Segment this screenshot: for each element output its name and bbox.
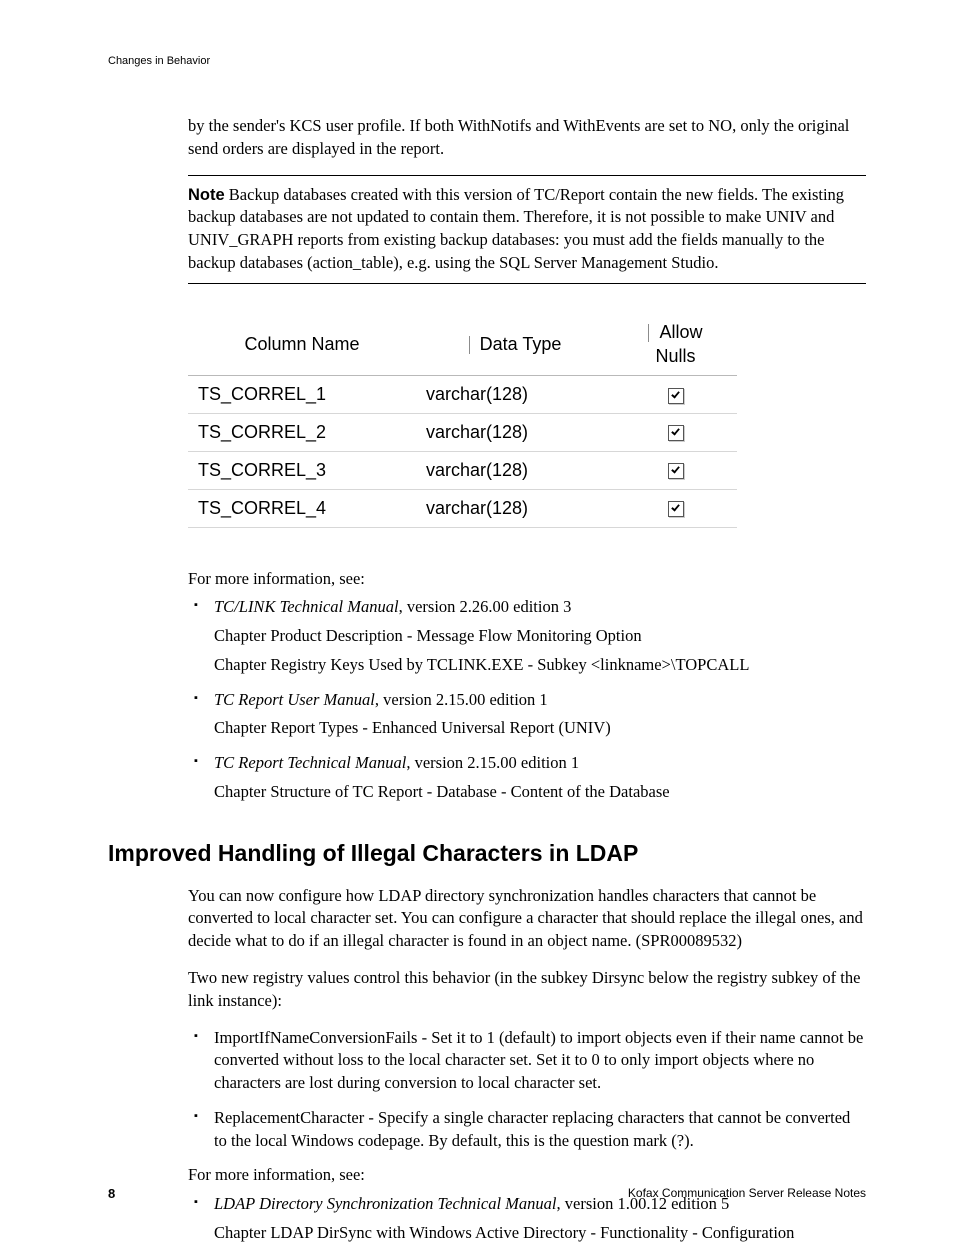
list-item: TC Report Technical Manual, version 2.15… <box>188 752 866 804</box>
note-label: Note <box>188 186 225 204</box>
cell-type: varchar(128) <box>416 489 614 527</box>
cell-name: TS_CORREL_2 <box>188 414 416 452</box>
ref-sub: Chapter Report Types - Enhanced Universa… <box>214 717 866 740</box>
reference-list: TC/LINK Technical Manual, version 2.26.0… <box>188 596 866 803</box>
ref-sub: Chapter Structure of TC Report - Databas… <box>214 781 866 804</box>
th-data-type-text: Data Type <box>480 334 562 354</box>
section-more-info-lead: For more information, see: <box>188 1164 866 1187</box>
ref-rest: , version 2.15.00 edition 1 <box>375 690 548 709</box>
list-item: TC/LINK Technical Manual, version 2.26.0… <box>188 596 866 676</box>
table-row: TS_CORREL_3 varchar(128) <box>188 451 737 489</box>
columns-table: Column Name Data Type Allow Nulls TS_COR… <box>188 314 737 528</box>
section-bullets: ImportIfNameConversionFails - Set it to … <box>188 1027 866 1153</box>
table-row: TS_CORREL_4 varchar(128) <box>188 489 737 527</box>
cell-nulls <box>614 414 737 452</box>
columns-table-wrapper: Column Name Data Type Allow Nulls TS_COR… <box>188 314 866 528</box>
note-rule-top <box>188 175 866 176</box>
list-item: TC Report User Manual, version 2.15.00 e… <box>188 689 866 741</box>
cell-name: TS_CORREL_4 <box>188 489 416 527</box>
th-allow-nulls: Allow Nulls <box>614 314 737 376</box>
note-paragraph: Note Backup databases created with this … <box>188 184 866 275</box>
cell-name: TS_CORREL_3 <box>188 451 416 489</box>
cell-name: TS_CORREL_1 <box>188 376 416 414</box>
footer-doc-title: Kofax Communication Server Release Notes <box>628 1186 866 1201</box>
ref-title: TC/LINK Technical Manual <box>214 597 399 616</box>
ref-title: TC Report Technical Manual <box>214 753 406 772</box>
table-row: TS_CORREL_2 varchar(128) <box>188 414 737 452</box>
table-header-row: Column Name Data Type Allow Nulls <box>188 314 737 376</box>
cell-type: varchar(128) <box>416 414 614 452</box>
intro-paragraph: by the sender's KCS user profile. If bot… <box>188 115 866 161</box>
list-item: ReplacementCharacter - Specify a single … <box>188 1107 866 1153</box>
ref-sub: Chapter Registry Keys Used by TCLINK.EXE… <box>214 654 866 677</box>
ref-rest: , version 2.15.00 edition 1 <box>406 753 579 772</box>
checkbox-icon <box>668 501 684 517</box>
checkbox-icon <box>668 388 684 404</box>
note-text: Backup databases created with this versi… <box>188 185 844 272</box>
section-p1: You can now configure how LDAP directory… <box>188 885 866 953</box>
cell-type: varchar(128) <box>416 451 614 489</box>
page-number: 8 <box>108 1186 115 1201</box>
th-data-type: Data Type <box>416 314 614 376</box>
ref-rest: , version 2.26.00 edition 3 <box>399 597 572 616</box>
th-column-name-text: Column Name <box>244 334 359 354</box>
cell-nulls <box>614 376 737 414</box>
checkbox-icon <box>668 463 684 479</box>
list-item: ImportIfNameConversionFails - Set it to … <box>188 1027 866 1095</box>
cell-nulls <box>614 489 737 527</box>
more-info-lead: For more information, see: <box>188 568 866 591</box>
running-header: Changes in Behavior <box>108 55 866 67</box>
th-allow-nulls-text: Allow Nulls <box>655 322 702 367</box>
body-content: by the sender's KCS user profile. If bot… <box>188 115 866 804</box>
page: Changes in Behavior by the sender's KCS … <box>0 0 954 1235</box>
note-rule-bottom <box>188 283 866 284</box>
checkbox-icon <box>668 425 684 441</box>
cell-nulls <box>614 451 737 489</box>
ref-sub: Chapter Product Description - Message Fl… <box>214 625 866 648</box>
footer: 8 Kofax Communication Server Release Not… <box>108 1186 866 1201</box>
section-p2: Two new registry values control this beh… <box>188 967 866 1013</box>
cell-type: varchar(128) <box>416 376 614 414</box>
section-heading: Improved Handling of Illegal Characters … <box>108 840 866 867</box>
th-column-name: Column Name <box>188 314 416 376</box>
ref-sub: Chapter LDAP DirSync with Windows Active… <box>214 1222 866 1245</box>
table-row: TS_CORREL_1 varchar(128) <box>188 376 737 414</box>
ref-title: TC Report User Manual <box>214 690 375 709</box>
